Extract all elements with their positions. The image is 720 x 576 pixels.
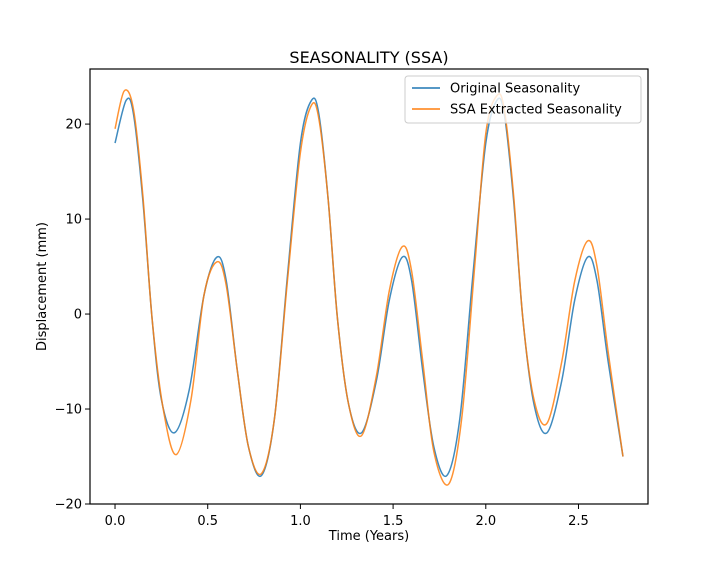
y-axis-label: Displacement (mm) (35, 222, 50, 351)
y-tick-label: −10 (55, 403, 82, 418)
x-axis-label: Time (Years) (328, 529, 409, 544)
y-tick-label: 20 (65, 118, 82, 133)
x-tick-label: 2.0 (475, 514, 496, 529)
plot-area (114, 89, 624, 486)
x-tick-label: 0.5 (197, 514, 218, 529)
chart-title: SEASONALITY (SSA) (289, 48, 448, 67)
y-axis: −20 −10 0 10 20 (55, 118, 90, 513)
legend-label-original: Original Seasonality (450, 82, 580, 97)
y-tick-label: 0 (74, 308, 82, 323)
series-line-original (114, 97, 624, 478)
x-tick-label: 2.5 (568, 514, 589, 529)
plot-frame (89, 68, 649, 505)
y-tick-label: −20 (55, 498, 82, 513)
series-line-ssa (114, 89, 624, 486)
x-tick-label: 0.0 (105, 514, 126, 529)
legend: Original Seasonality SSA Extracted Seaso… (404, 75, 642, 124)
legend-box (404, 75, 642, 124)
x-tick-label: 1.0 (290, 514, 311, 529)
legend-label-ssa: SSA Extracted Seasonality (450, 103, 622, 118)
x-tick-label: 1.5 (383, 514, 404, 529)
y-tick-label: 10 (65, 213, 82, 228)
x-axis: 0.0 0.5 1.0 1.5 2.0 2.5 (105, 504, 589, 529)
